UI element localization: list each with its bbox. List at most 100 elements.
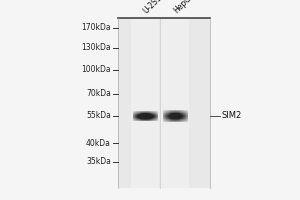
Bar	[153, 115, 154, 116]
Bar	[137, 114, 138, 115]
Bar	[165, 121, 166, 122]
Bar	[138, 119, 139, 120]
Bar	[170, 117, 171, 118]
Bar	[171, 120, 172, 121]
Bar	[147, 116, 148, 117]
Bar	[141, 117, 142, 118]
Bar	[163, 110, 164, 111]
Bar	[145, 115, 146, 116]
Bar	[178, 110, 179, 111]
Bar	[139, 113, 140, 114]
Bar	[140, 117, 141, 118]
Bar	[152, 118, 153, 119]
Bar	[144, 115, 145, 116]
Bar	[155, 114, 156, 115]
Bar	[173, 120, 174, 121]
Bar	[140, 115, 141, 116]
Bar	[149, 120, 150, 121]
Bar	[155, 111, 156, 112]
Bar	[173, 113, 174, 114]
Bar	[167, 121, 168, 122]
Bar	[167, 115, 168, 116]
Bar	[167, 117, 168, 118]
Bar	[146, 117, 147, 118]
Bar	[137, 118, 138, 119]
Bar	[149, 111, 150, 112]
Bar	[174, 115, 175, 116]
Bar	[135, 113, 136, 114]
Bar	[180, 115, 181, 116]
Bar	[173, 114, 174, 115]
Bar	[180, 119, 181, 120]
Bar	[173, 111, 174, 112]
Bar	[176, 120, 177, 121]
Bar	[175, 112, 176, 113]
Bar	[138, 114, 139, 115]
Bar	[146, 116, 147, 117]
Bar	[156, 113, 157, 114]
Bar	[187, 110, 188, 111]
Bar	[169, 112, 170, 113]
Bar	[177, 119, 178, 120]
Bar	[182, 114, 183, 115]
Bar	[169, 111, 170, 112]
Bar	[148, 118, 149, 119]
Bar	[157, 119, 158, 120]
Bar	[173, 117, 174, 118]
Bar	[153, 116, 154, 117]
Bar	[154, 120, 155, 121]
Bar	[179, 111, 180, 112]
Bar	[140, 114, 141, 115]
Bar	[152, 119, 153, 120]
Bar	[183, 112, 184, 113]
Bar	[133, 116, 134, 117]
Bar	[148, 117, 149, 118]
Bar	[147, 113, 148, 114]
Bar	[145, 113, 146, 114]
Bar	[170, 113, 171, 114]
Bar	[153, 120, 154, 121]
Bar	[150, 112, 151, 113]
Bar	[135, 120, 136, 121]
Bar	[142, 120, 143, 121]
Bar	[154, 111, 155, 112]
Bar	[180, 116, 181, 117]
Bar	[134, 111, 135, 112]
Bar	[187, 120, 188, 121]
Bar	[183, 114, 184, 115]
Bar	[149, 116, 150, 117]
Bar	[154, 118, 155, 119]
Bar	[186, 118, 187, 119]
Bar	[182, 117, 183, 118]
Bar	[169, 113, 170, 114]
Bar	[173, 110, 174, 111]
Bar	[179, 121, 180, 122]
Bar	[171, 121, 172, 122]
Bar	[139, 112, 140, 113]
Bar	[177, 110, 178, 111]
Bar	[164, 115, 165, 116]
Bar	[146, 118, 147, 119]
Bar	[138, 113, 139, 114]
Bar	[139, 114, 140, 115]
Bar	[151, 112, 152, 113]
Bar	[187, 114, 188, 115]
Bar	[139, 115, 140, 116]
Bar	[181, 113, 182, 114]
Bar	[144, 119, 145, 120]
Bar	[163, 118, 164, 119]
Bar	[134, 112, 135, 113]
Bar	[152, 115, 153, 116]
Bar	[184, 118, 185, 119]
Bar	[166, 115, 167, 116]
Bar	[172, 111, 173, 112]
Bar	[175, 115, 176, 116]
Bar	[134, 116, 135, 117]
Bar	[135, 112, 136, 113]
Bar	[183, 111, 184, 112]
Bar	[142, 112, 143, 113]
Bar	[145, 116, 146, 117]
Bar	[151, 113, 152, 114]
Bar	[138, 115, 139, 116]
Bar	[151, 117, 152, 118]
